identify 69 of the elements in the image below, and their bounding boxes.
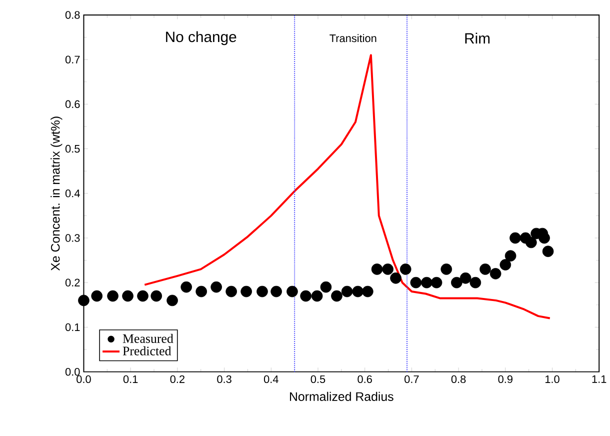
annotation: Transition — [330, 34, 376, 42]
x-tick-label: 0.0 — [76, 376, 91, 384]
point — [526, 236, 537, 248]
x-tick-label: 0.3 — [217, 376, 232, 384]
y-axis-title: Xe Concent. in matrix (wt%) — [50, 116, 62, 271]
annotation: Rim — [465, 32, 490, 44]
point — [107, 290, 118, 302]
x-tick-label: 1.1 — [592, 376, 606, 384]
x-tick-label: 0.8 — [451, 376, 466, 384]
x-tick-label: 0.4 — [264, 376, 278, 384]
point — [400, 264, 412, 276]
point — [331, 290, 342, 302]
y-tick-label: 0.5 — [65, 145, 80, 153]
point — [362, 286, 374, 298]
x-tick-label: 0.9 — [498, 376, 512, 384]
point — [341, 286, 353, 298]
point — [91, 290, 103, 302]
point — [421, 277, 432, 288]
y-tick-label: 0.4 — [65, 190, 80, 198]
y-tick-label: 0.7 — [65, 56, 80, 64]
point — [490, 268, 502, 280]
point — [166, 294, 178, 306]
legend-label: Predicted — [122, 346, 172, 356]
point — [390, 272, 402, 284]
y-tick-label: 0.8 — [65, 11, 80, 20]
y-tick-label: 0.2 — [65, 278, 80, 287]
point — [150, 290, 162, 302]
point — [352, 286, 364, 298]
point — [320, 282, 332, 293]
point — [122, 290, 134, 302]
point — [504, 250, 516, 262]
point — [430, 277, 442, 288]
point — [226, 286, 237, 298]
point — [196, 286, 207, 298]
point — [470, 277, 482, 288]
point — [240, 286, 252, 298]
legend-label: Measured — [122, 334, 174, 344]
y-tick-label: 0.3 — [65, 234, 80, 242]
point — [500, 259, 512, 271]
x-tick-label: 0.2 — [170, 376, 184, 384]
point — [286, 286, 298, 298]
point — [440, 264, 452, 276]
y-tick-label: 0.6 — [65, 100, 80, 108]
point — [542, 246, 554, 258]
point — [538, 232, 550, 244]
point — [311, 290, 323, 302]
point — [256, 286, 268, 298]
point — [460, 272, 472, 284]
x-tick-label: 0.1 — [123, 376, 138, 384]
x-axis-title: Normalized Radius — [290, 392, 394, 402]
x-tick-label: 0.7 — [404, 376, 419, 384]
x-tick-label: 1.0 — [545, 376, 560, 384]
point — [451, 277, 462, 288]
point — [480, 264, 491, 276]
point — [137, 290, 148, 302]
point — [300, 290, 312, 302]
x-tick-label: 0.6 — [358, 376, 372, 384]
y-tick-label: 0.0 — [65, 368, 80, 376]
point — [180, 282, 192, 293]
point — [510, 232, 521, 244]
point — [210, 282, 222, 293]
x-tick-label: 0.5 — [310, 376, 326, 384]
point — [410, 277, 422, 288]
point — [78, 294, 90, 306]
annotation: No change — [166, 31, 236, 46]
point — [371, 264, 383, 276]
point — [270, 286, 282, 298]
point — [382, 264, 394, 276]
y-tick-label: 0.1 — [65, 324, 80, 332]
